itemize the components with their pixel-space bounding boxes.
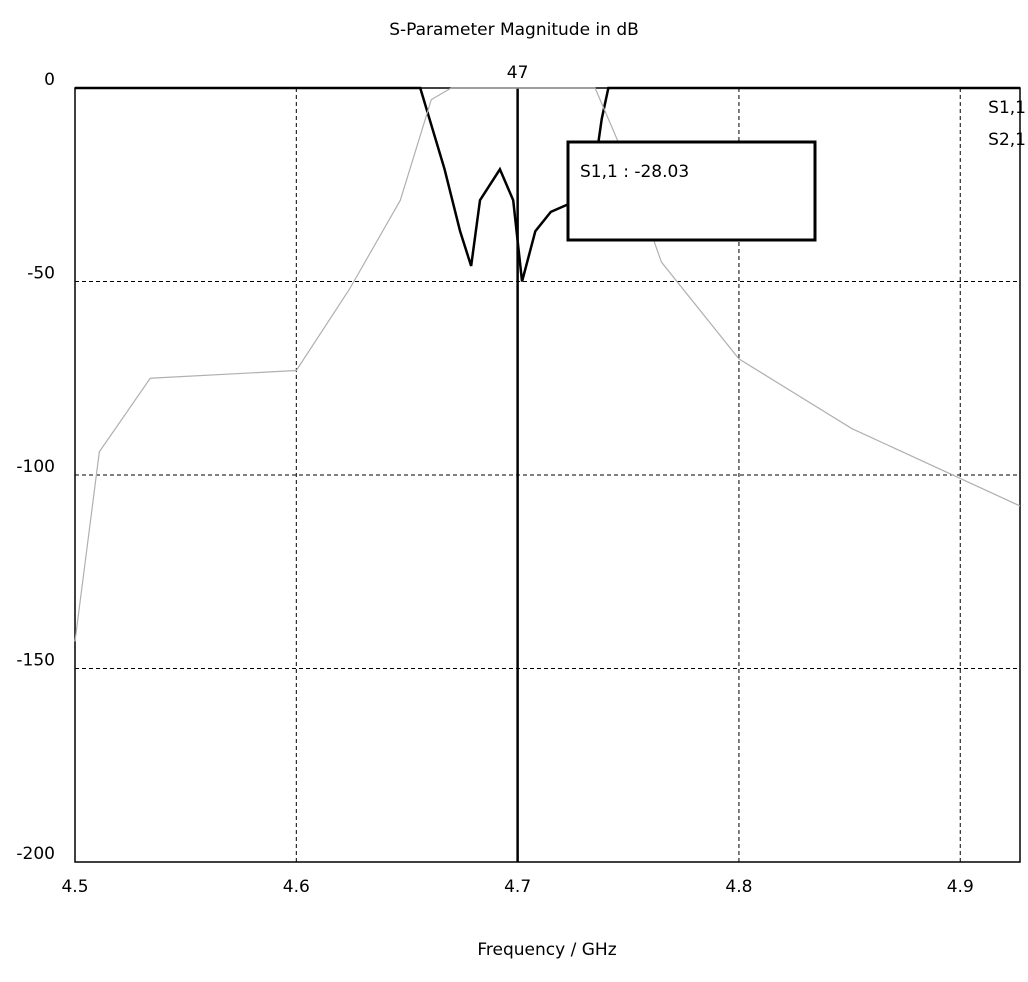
y-tick-label: -150 — [16, 651, 55, 671]
annotation-box — [566, 140, 817, 242]
x-axis-label: Frequency / GHz — [477, 940, 616, 960]
y-tick-label: -100 — [16, 457, 55, 477]
x-tick-label: 4.5 — [61, 877, 88, 897]
x-tick-label: 4.6 — [283, 877, 310, 897]
x-tick-label: 4.9 — [947, 877, 974, 897]
line-series — [74, 87, 1021, 642]
y-tick-label: -50 — [27, 264, 55, 284]
chart-title: S-Parameter Magnitude in dB — [389, 20, 639, 40]
marker-label: 47 — [507, 63, 529, 83]
y-tick-label: 0 — [44, 70, 55, 90]
legend-entry: S1,1 — [988, 98, 1026, 118]
y-tick-label: -200 — [16, 844, 55, 864]
annotation-text: S1,1 : -28.03 — [580, 162, 689, 182]
x-tick-label: 4.8 — [725, 877, 752, 897]
x-tick-label: 4.7 — [504, 877, 531, 897]
legend-entry: S2,1 — [988, 130, 1026, 150]
line-series — [75, 86, 1020, 282]
